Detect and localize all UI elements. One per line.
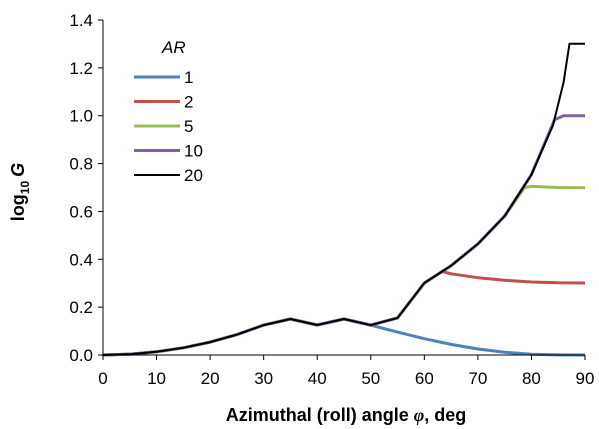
legend-label-ar-5: 5 [184,117,193,136]
x-axis-title-text: Azimuthal (roll) angle [226,405,414,425]
x-tick-label: 0 [98,369,107,388]
plot-lines [102,42,586,357]
y-tick-label: 0.0 [69,346,93,365]
legend-label-ar-10: 10 [184,142,203,161]
y-axis-title-log: log [8,194,28,221]
x-tick-label: 90 [576,369,595,388]
series-line-ar-5 [102,184,586,357]
x-axis-title-phi: φ [414,405,425,425]
y-tick-label: 0.8 [69,155,93,174]
x-tick-label: 70 [468,369,487,388]
x-axis-title: Azimuthal (roll) angle φ, deg [226,405,467,425]
y-axis-ticks: 0.0 0.2 0.4 0.6 0.8 1.0 1.2 1.4 [69,11,103,365]
x-tick-label: 50 [361,369,380,388]
legend-title: AR [161,38,186,57]
axes [102,20,585,356]
y-tick-label: 0.6 [69,202,93,221]
legend-label-ar-1: 1 [184,68,193,87]
x-tick-label: 60 [415,369,434,388]
legend-label-ar-2: 2 [184,93,193,112]
x-tick-label: 80 [522,369,541,388]
legend: AR 1 2 5 10 20 [134,38,203,185]
legend-label-ar-20: 20 [184,166,203,185]
y-axis-title: log10 G [8,163,32,221]
y-axis-title-subscript: 10 [18,181,32,195]
y-axis-title-G: G [8,163,28,177]
y-tick-label: 0.4 [69,250,93,269]
x-tick-label: 30 [254,369,273,388]
y-tick-label: 1.0 [69,107,93,126]
series-line-ar-20 [102,42,585,356]
y-tick-label: 1.4 [69,11,93,30]
x-tick-label: 20 [201,369,220,388]
series-line-ar-2 [102,269,586,357]
x-axis-title-unit: , deg [424,405,466,425]
x-axis-ticks: 0 10 20 30 40 50 60 70 80 90 [98,355,594,388]
x-tick-label: 40 [308,369,327,388]
x-tick-label: 10 [147,369,166,388]
y-tick-label: 0.2 [69,298,93,317]
y-tick-label: 1.2 [69,59,93,78]
